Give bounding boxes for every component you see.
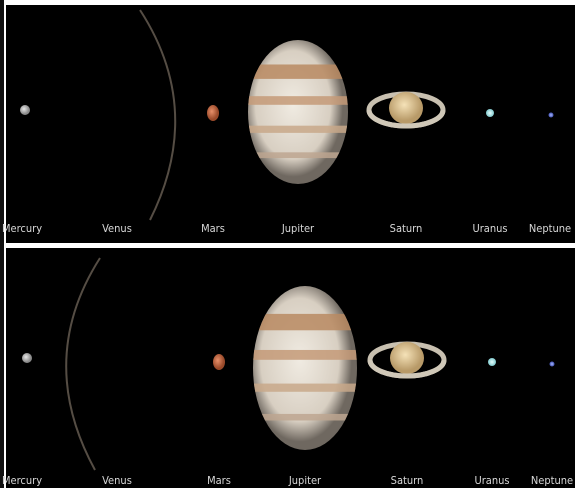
planet-label: Neptune — [531, 474, 573, 487]
jupiter-band — [253, 313, 357, 331]
planet-label: Saturn — [391, 474, 424, 487]
planet-label: Mars — [207, 474, 231, 487]
planet-label: Mercury — [2, 222, 42, 235]
jupiter-band — [253, 383, 357, 392]
jupiter-band — [248, 152, 348, 159]
mars — [207, 105, 219, 121]
planet-label: Mars — [201, 222, 225, 235]
planet-label: Uranus — [474, 474, 509, 487]
uranus — [486, 109, 494, 117]
mercury — [22, 353, 32, 363]
planet-label: Saturn — [390, 222, 423, 235]
saturn-ring-front — [367, 359, 447, 379]
planet-label: Mercury — [2, 474, 42, 487]
saturn — [389, 92, 423, 124]
neptune — [548, 112, 554, 118]
planet-label: Venus — [102, 222, 132, 235]
saturn-ring-front — [366, 109, 446, 129]
neptune — [549, 361, 555, 367]
jupiter-band — [253, 413, 357, 421]
jupiter-band — [253, 349, 357, 360]
uranus — [488, 358, 496, 366]
venus — [139, 9, 177, 221]
venus — [65, 257, 101, 471]
mars — [213, 354, 225, 370]
saturn — [390, 342, 424, 374]
mercury — [20, 105, 30, 115]
jupiter — [248, 40, 348, 184]
jupiter-bands — [248, 64, 348, 159]
planet-label: Neptune — [529, 222, 571, 235]
planet-label: Venus — [102, 474, 132, 487]
jupiter — [253, 286, 357, 450]
planet-label: Jupiter — [288, 474, 322, 487]
planet-label: Uranus — [472, 222, 507, 235]
panel: Mercury Venus Mars Jupiter Saturn Uranus Neptu… — [2, 5, 575, 243]
jupiter-band — [248, 125, 348, 133]
planet-label: Jupiter — [281, 222, 315, 235]
jupiter-band — [248, 64, 348, 79]
panel: Mercury Venus Mars Jupiter Saturn Uranus Neptu… — [2, 248, 575, 488]
jupiter-band — [248, 96, 348, 105]
jupiter-bands — [253, 313, 357, 421]
left-edge — [0, 0, 4, 488]
panels: Mercury Venus Mars Jupiter Saturn Uranus Neptu… — [2, 5, 575, 488]
